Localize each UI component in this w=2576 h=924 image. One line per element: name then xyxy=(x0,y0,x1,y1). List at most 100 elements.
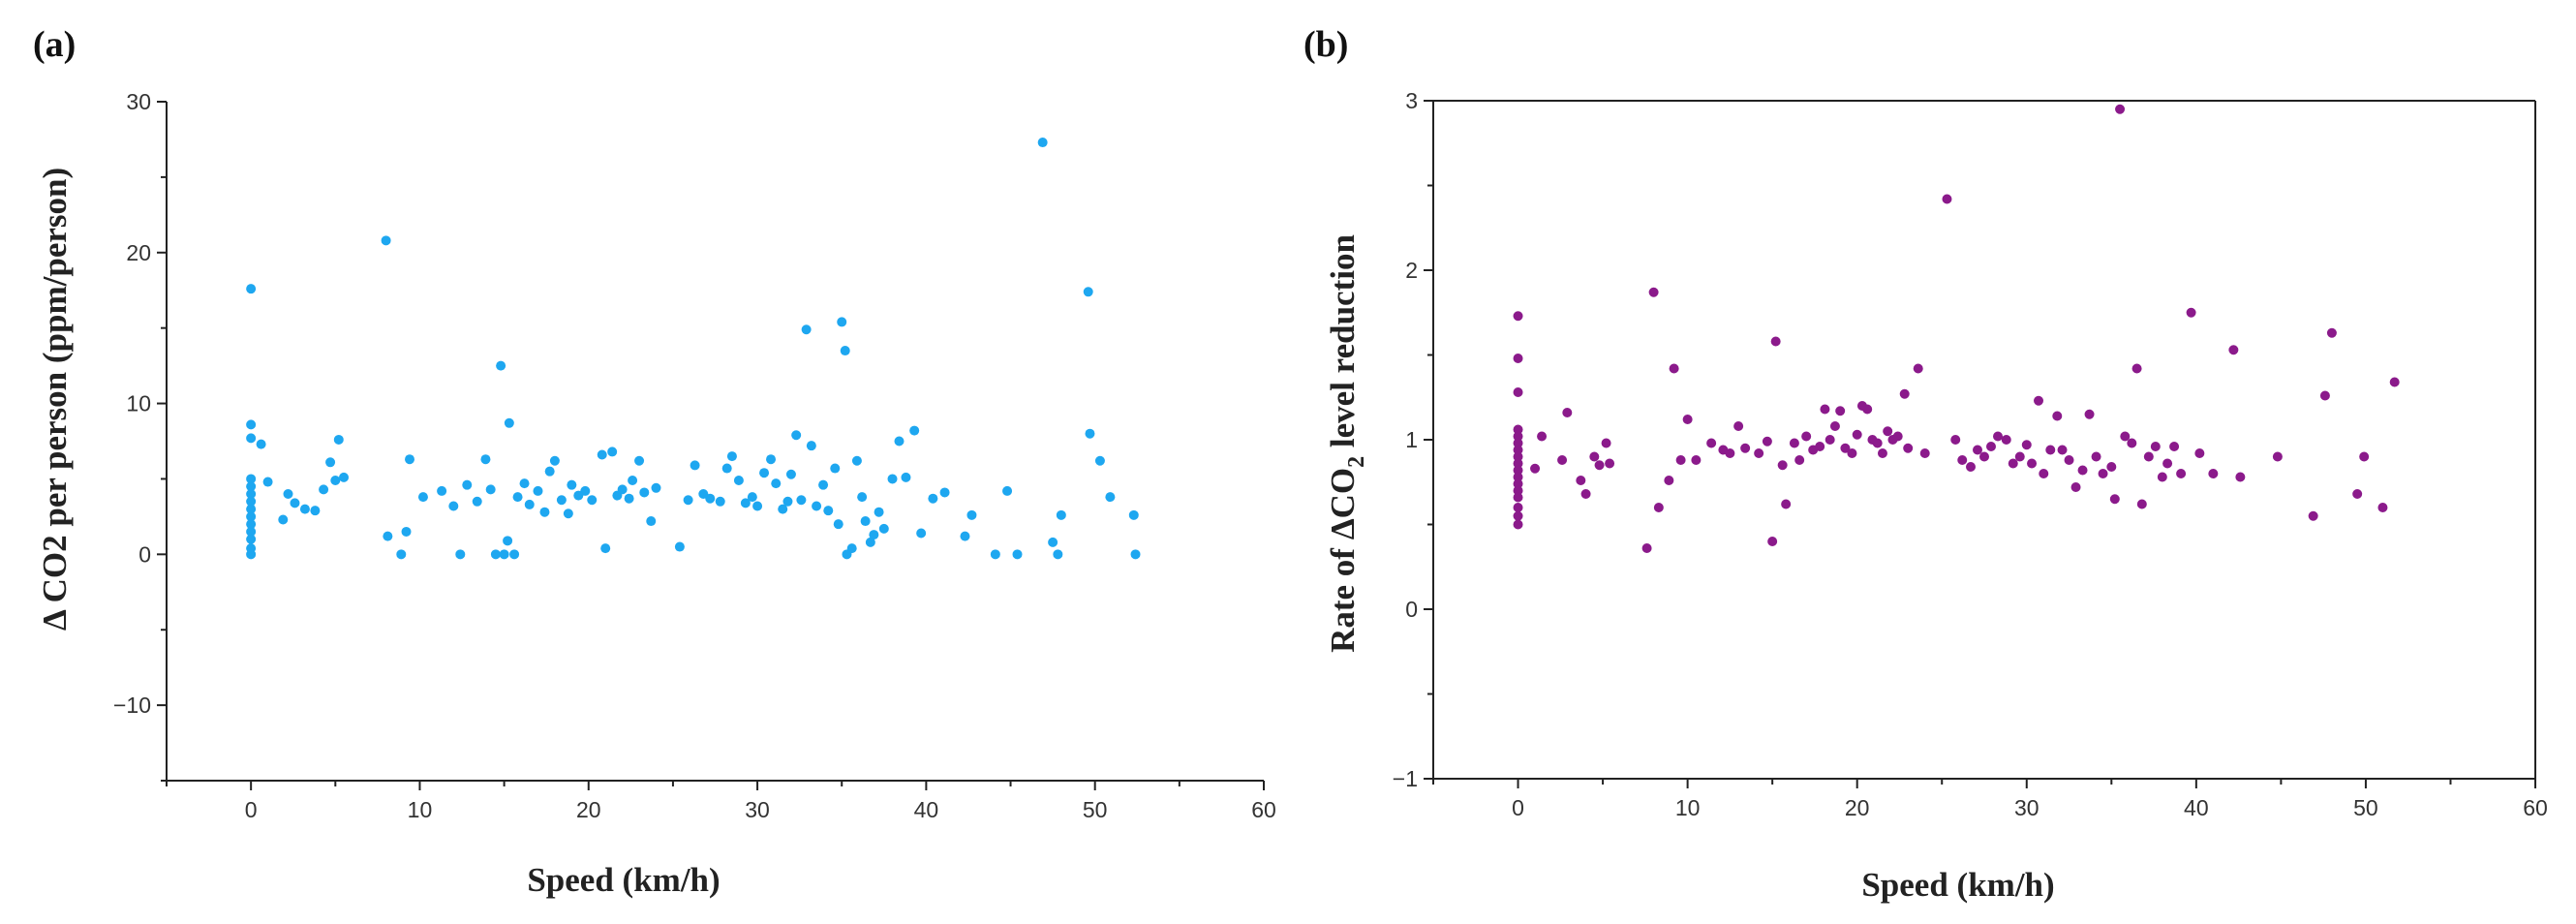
data-point-a xyxy=(549,455,560,466)
data-point-b xyxy=(2194,448,2205,458)
data-point-a xyxy=(472,496,482,507)
data-point-a xyxy=(600,543,611,554)
data-point-b xyxy=(1979,451,1989,462)
x-tick-label-b: 40 xyxy=(2184,795,2209,820)
ticks-a: 0 10 20 30 40 50 60 −10 0 10 20 30 xyxy=(113,89,1276,822)
data-point-b xyxy=(2143,451,2154,462)
data-point-b xyxy=(1829,421,1840,431)
data-point-a xyxy=(437,485,447,496)
data-point-a xyxy=(587,495,598,506)
chart-panel-b: (b) 0 10 20 30 40 50 60 −1 0 1 2 3 Speed (km/h) Rat… xyxy=(1303,24,2548,904)
data-point-a xyxy=(878,523,889,534)
data-point-a xyxy=(499,549,509,560)
data-point-a xyxy=(246,526,257,537)
data-point-b xyxy=(1993,431,2004,442)
data-point-b xyxy=(2115,104,2126,114)
data-point-a xyxy=(901,472,911,482)
data-point-b xyxy=(2034,395,2044,406)
data-point-a xyxy=(778,504,788,514)
data-point-a xyxy=(485,484,496,495)
x-tick-label-a: 60 xyxy=(1251,797,1276,822)
data-point-a xyxy=(246,433,257,444)
data-point-b xyxy=(1513,519,1523,530)
data-point-b xyxy=(1892,431,1903,442)
y-tick-label-a: 30 xyxy=(126,89,151,114)
x-tick-label-a: 30 xyxy=(745,797,770,822)
data-point-b xyxy=(1557,455,1568,465)
y-axis-title-b: Rate of ΔCO2 level reduction xyxy=(1324,234,1369,653)
data-point-a xyxy=(796,495,807,506)
data-point-b xyxy=(1513,485,1523,496)
data-point-a xyxy=(939,487,950,498)
points-a xyxy=(246,138,1141,560)
data-point-b xyxy=(1513,458,1523,469)
data-point-a xyxy=(504,417,514,428)
x-tick-label-b: 60 xyxy=(2523,795,2548,820)
data-point-b xyxy=(1594,460,1605,471)
data-point-a xyxy=(1128,509,1139,520)
data-point-b xyxy=(1754,448,1764,458)
data-point-b xyxy=(1820,404,1830,415)
data-point-a xyxy=(1130,549,1141,560)
data-point-a xyxy=(246,511,257,522)
data-point-a xyxy=(759,468,770,478)
data-point-b xyxy=(2157,472,2167,482)
data-point-b xyxy=(1762,436,1772,447)
data-point-b xyxy=(1706,438,1717,448)
y-tick-label-a: 20 xyxy=(126,240,151,265)
data-point-a xyxy=(887,474,898,484)
data-point-a xyxy=(869,530,879,540)
data-point-b xyxy=(1986,442,1997,451)
data-point-b xyxy=(1903,443,1914,453)
data-point-b xyxy=(1653,503,1664,512)
data-point-a xyxy=(405,454,415,465)
data-point-b xyxy=(2052,411,2063,421)
points-b xyxy=(1513,104,2400,553)
data-point-b xyxy=(1852,429,1862,440)
data-point-b xyxy=(1513,354,1523,363)
data-point-b xyxy=(1767,537,1778,546)
data-point-b xyxy=(2120,431,2131,442)
data-point-a xyxy=(966,509,977,520)
x-tick-label-a: 50 xyxy=(1083,797,1108,822)
data-point-b xyxy=(2014,451,2025,462)
y-tick-label-b: 3 xyxy=(1405,88,1418,113)
data-point-a xyxy=(396,549,407,560)
data-point-a xyxy=(509,549,520,560)
data-point-b xyxy=(2272,451,2283,462)
data-point-a xyxy=(806,441,816,451)
data-point-b xyxy=(2308,510,2318,521)
panel-label-a: (a) xyxy=(33,24,76,65)
data-point-b xyxy=(2377,503,2388,512)
data-point-a xyxy=(833,519,843,530)
data-point-b xyxy=(1513,311,1523,322)
data-point-b xyxy=(2352,489,2363,499)
data-point-a xyxy=(539,507,550,517)
data-point-a xyxy=(512,492,523,503)
ticks-b: 0 10 20 30 40 50 60 −1 0 1 2 3 xyxy=(1393,88,2548,820)
data-point-b xyxy=(1605,458,1615,469)
data-point-b xyxy=(1770,336,1781,347)
x-tick-label-b: 30 xyxy=(2014,795,2039,820)
data-point-b xyxy=(2001,435,2011,445)
data-point-b xyxy=(1691,455,1702,465)
data-point-a xyxy=(894,436,905,447)
data-point-a xyxy=(1053,549,1063,560)
data-point-b xyxy=(1589,451,1600,462)
data-point-b xyxy=(1872,438,1883,448)
data-point-b xyxy=(2359,451,2370,462)
data-point-b xyxy=(2319,390,2330,401)
data-point-a xyxy=(246,419,257,430)
data-point-b xyxy=(2150,442,2161,451)
data-point-a xyxy=(246,481,257,492)
data-point-b xyxy=(2008,458,2018,469)
data-point-a xyxy=(597,449,607,460)
x-tick-label-b: 10 xyxy=(1675,795,1701,820)
data-point-a xyxy=(383,531,393,541)
data-point-a xyxy=(544,466,555,477)
data-point-a xyxy=(246,284,257,294)
data-point-a xyxy=(726,451,737,462)
x-tick-label-b: 0 xyxy=(1512,795,1524,820)
data-point-b xyxy=(1815,442,1825,451)
